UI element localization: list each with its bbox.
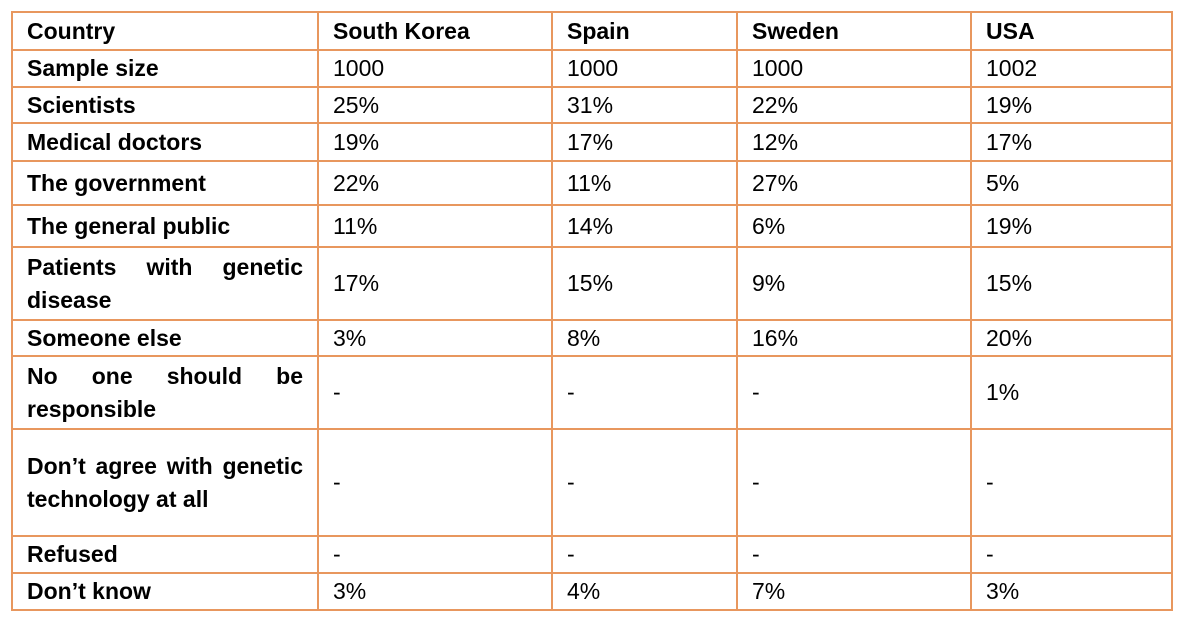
table-cell: -: [317, 355, 553, 430]
table-cell: 17%: [970, 122, 1173, 162]
table-cell: 1000: [317, 49, 553, 88]
row-label: Medical doctors: [11, 122, 319, 162]
table-cell: 7%: [736, 572, 972, 611]
table-cell: -: [551, 355, 738, 430]
table-row: Don’t know 3% 4% 7% 3%: [11, 572, 1173, 611]
table-cell: 19%: [970, 86, 1173, 124]
row-label: The government: [11, 160, 319, 206]
table-cell: 1000: [736, 49, 972, 88]
table-cell: 25%: [317, 86, 553, 124]
table-cell: 19%: [317, 122, 553, 162]
row-label: Sample size: [11, 49, 319, 88]
header-cell-spain: Spain: [551, 11, 738, 51]
table-cell: 1%: [970, 355, 1173, 430]
table-cell: -: [970, 535, 1173, 574]
row-label: No one should be responsible: [11, 355, 319, 430]
table-cell: -: [551, 428, 738, 537]
table-cell: 17%: [551, 122, 738, 162]
header-cell-country: Country: [11, 11, 319, 51]
table-cell: 22%: [317, 160, 553, 206]
table-header-row: Country South Korea Spain Sweden USA: [11, 11, 1173, 51]
table-cell: 15%: [970, 246, 1173, 321]
table-cell: 3%: [970, 572, 1173, 611]
table-cell: 1000: [551, 49, 738, 88]
table-row: Patients with genetic disease 17% 15% 9%…: [11, 246, 1173, 321]
table-cell: 8%: [551, 319, 738, 357]
survey-table: Country South Korea Spain Sweden USA Sam…: [11, 11, 1173, 611]
table-cell: 14%: [551, 204, 738, 248]
table-row: Sample size 1000 1000 1000 1002: [11, 49, 1173, 88]
table-cell: -: [736, 535, 972, 574]
table-cell: 31%: [551, 86, 738, 124]
row-label: The general public: [11, 204, 319, 248]
table-cell: -: [970, 428, 1173, 537]
table-cell: 17%: [317, 246, 553, 321]
table-cell: 5%: [970, 160, 1173, 206]
table-cell: -: [317, 535, 553, 574]
table-cell: 9%: [736, 246, 972, 321]
table-row: Don’t agree with genetic technology at a…: [11, 428, 1173, 537]
header-cell-sweden: Sweden: [736, 11, 972, 51]
table-cell: 22%: [736, 86, 972, 124]
header-cell-usa: USA: [970, 11, 1173, 51]
table-cell: 19%: [970, 204, 1173, 248]
row-label: Someone else: [11, 319, 319, 357]
row-label: Scientists: [11, 86, 319, 124]
table-cell: 4%: [551, 572, 738, 611]
row-label: Patients with genetic disease: [11, 246, 319, 321]
table-cell: 11%: [317, 204, 553, 248]
table-cell: 3%: [317, 319, 553, 357]
header-cell-south-korea: South Korea: [317, 11, 553, 51]
table-cell: 27%: [736, 160, 972, 206]
table-cell: 16%: [736, 319, 972, 357]
table-cell: 15%: [551, 246, 738, 321]
table-cell: 11%: [551, 160, 738, 206]
table-cell: -: [736, 355, 972, 430]
table-row: Refused - - - -: [11, 535, 1173, 574]
row-label: Don’t know: [11, 572, 319, 611]
row-label: Don’t agree with genetic technology at a…: [11, 428, 319, 537]
table-row: The government 22% 11% 27% 5%: [11, 160, 1173, 206]
table-row: The general public 11% 14% 6% 19%: [11, 204, 1173, 248]
row-label: Refused: [11, 535, 319, 574]
table-cell: 20%: [970, 319, 1173, 357]
table-cell: 12%: [736, 122, 972, 162]
table-row: No one should be responsible - - - 1%: [11, 355, 1173, 430]
table-row: Scientists 25% 31% 22% 19%: [11, 86, 1173, 124]
table-cell: 1002: [970, 49, 1173, 88]
table-cell: 3%: [317, 572, 553, 611]
table-cell: -: [551, 535, 738, 574]
table-cell: -: [736, 428, 972, 537]
table-row: Medical doctors 19% 17% 12% 17%: [11, 122, 1173, 162]
table-cell: -: [317, 428, 553, 537]
table-cell: 6%: [736, 204, 972, 248]
table-row: Someone else 3% 8% 16% 20%: [11, 319, 1173, 357]
